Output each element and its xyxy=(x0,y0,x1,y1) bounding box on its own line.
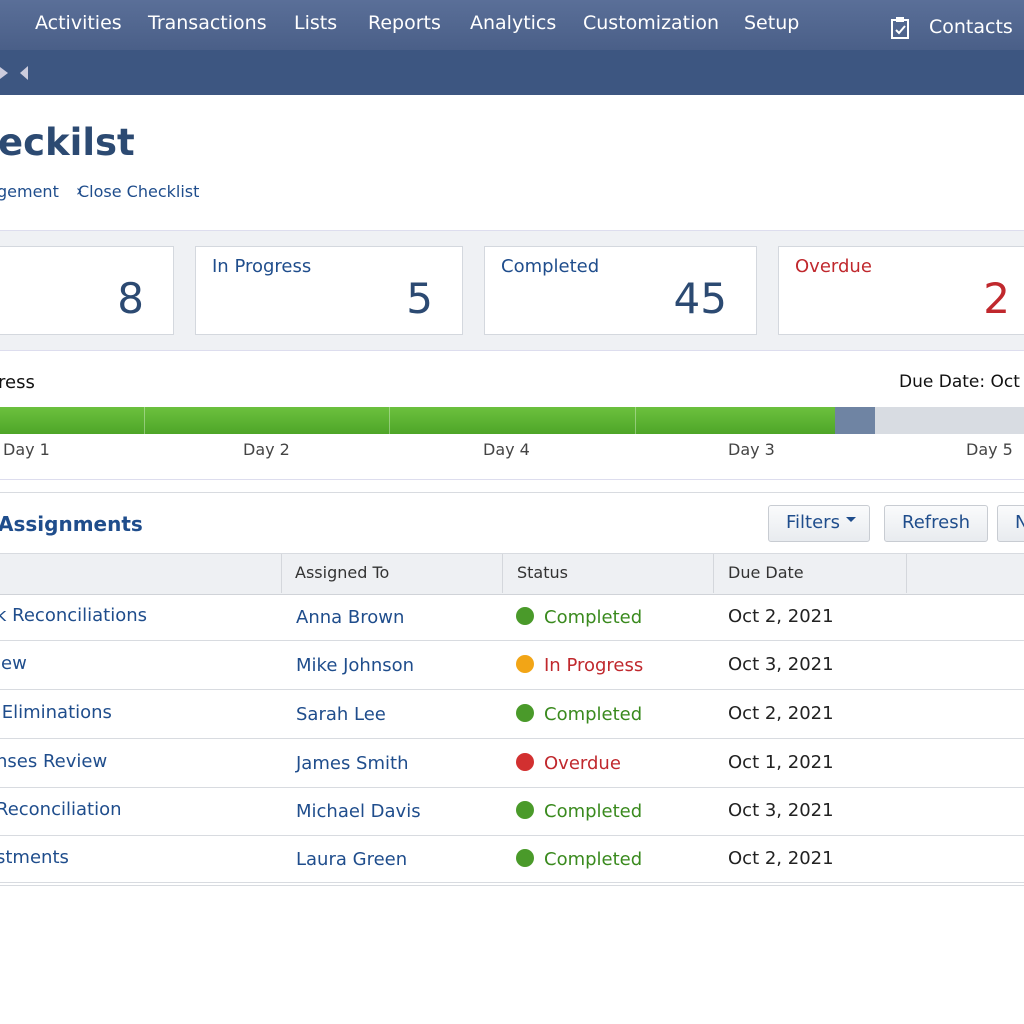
breadcrumb-sep: › xyxy=(76,181,83,200)
status-dot xyxy=(516,752,534,771)
progress-title: ress xyxy=(0,372,35,393)
contacts-icon xyxy=(891,17,909,39)
bar-divider xyxy=(144,407,145,434)
stat-value: 2 xyxy=(983,274,1010,323)
dropdown-caret xyxy=(846,517,856,522)
due-date: Oct 3, 2021 xyxy=(728,653,834,675)
status-dot xyxy=(516,801,534,819)
day-label: Day 5 xyxy=(966,440,1013,459)
stat-card xyxy=(484,246,757,335)
nav-item[interactable]: Transactions xyxy=(148,12,267,34)
progress-due: Due Date: Oct 5 xyxy=(899,372,1024,392)
assignee[interactable]: Anna Brown xyxy=(296,606,405,628)
row-border xyxy=(0,787,1024,788)
nav-item[interactable]: Activities xyxy=(35,12,122,34)
stat-label: Completed xyxy=(501,256,600,277)
stat-value: 5 xyxy=(406,274,433,323)
status-dot xyxy=(516,848,534,867)
row-border xyxy=(0,882,1024,883)
progress-current xyxy=(835,407,875,434)
status-dot xyxy=(516,606,534,625)
status: Completed xyxy=(544,606,643,628)
status: Completed xyxy=(544,848,643,870)
due-date: Oct 3, 2021 xyxy=(728,800,834,821)
task-name[interactable]: k Reconciliations xyxy=(0,604,148,626)
assignee[interactable]: Sarah Lee xyxy=(296,703,386,725)
nav-item[interactable]: Setup xyxy=(744,12,800,34)
stat-value: 8 xyxy=(117,274,144,323)
column-divider xyxy=(906,554,907,593)
button-label[interactable]: Refresh xyxy=(902,512,970,533)
nav-bar xyxy=(0,0,1024,50)
status: Completed xyxy=(544,801,643,822)
stat-label: In Progress xyxy=(212,256,312,277)
row-border xyxy=(0,738,1024,739)
button-label[interactable]: N xyxy=(1015,512,1024,533)
stat-label: Overdue xyxy=(795,256,872,277)
column-divider xyxy=(713,554,714,593)
button-label[interactable]: Filters xyxy=(786,512,840,533)
day-label: Day 4 xyxy=(483,440,530,459)
row-border xyxy=(0,689,1024,690)
section-title: Assignments xyxy=(0,512,143,536)
toolbar-button[interactable] xyxy=(768,505,870,542)
bar-divider xyxy=(635,407,636,434)
due-date: Oct 2, 2021 xyxy=(728,605,834,627)
column-header: Due Date xyxy=(728,563,804,582)
due-date: Oct 2, 2021 xyxy=(728,847,834,869)
column-header: Status xyxy=(517,563,568,582)
bar-divider xyxy=(389,407,390,434)
assignee[interactable]: Michael Davis xyxy=(296,801,421,822)
sub-bar xyxy=(0,50,1024,95)
nav-contacts[interactable]: Contacts xyxy=(929,16,1013,38)
task-name[interactable]: Eliminations xyxy=(0,701,112,723)
toolbar-button[interactable] xyxy=(997,505,1024,542)
stat-card xyxy=(0,246,174,335)
stat-card xyxy=(195,246,463,335)
breadcrumb-current: Close Checklist xyxy=(78,182,200,201)
task-name[interactable]: stments xyxy=(0,846,69,868)
assignee[interactable]: James Smith xyxy=(296,752,409,774)
due-date: Oct 1, 2021 xyxy=(728,751,834,773)
day-label: Day 1 xyxy=(3,440,50,459)
page-title: eckilst xyxy=(0,121,135,164)
status: In Progress xyxy=(544,654,644,676)
stat-card xyxy=(778,246,1024,335)
progress-bar xyxy=(0,407,1024,434)
task-name[interactable]: Reconciliation xyxy=(0,799,122,820)
task-name[interactable]: iew xyxy=(0,652,27,674)
assignee[interactable]: Laura Green xyxy=(296,848,408,870)
row-border xyxy=(0,835,1024,836)
nav-item[interactable]: Reports xyxy=(368,12,441,34)
status-dot xyxy=(516,654,534,673)
table-header xyxy=(0,553,1024,595)
nav-item[interactable]: Lists xyxy=(294,12,338,34)
stat-value: 45 xyxy=(673,274,727,323)
progress-done xyxy=(0,407,835,434)
status: Completed xyxy=(544,703,643,725)
breadcrumb-link[interactable]: gement xyxy=(0,182,59,201)
assignee[interactable]: Mike Johnson xyxy=(296,654,415,676)
row-border xyxy=(0,640,1024,641)
column-divider xyxy=(281,554,282,593)
nav-arrows[interactable] xyxy=(0,62,34,84)
status: Overdue xyxy=(544,752,621,774)
nav-item[interactable]: Customization xyxy=(583,12,720,34)
due-date: Oct 2, 2021 xyxy=(728,702,834,724)
status-dot xyxy=(516,703,534,722)
column-header: Assigned To xyxy=(295,563,390,582)
toolbar-button[interactable] xyxy=(884,505,988,542)
nav-item[interactable]: Analytics xyxy=(470,12,557,34)
task-name[interactable]: nses Review xyxy=(0,750,108,772)
day-label: Day 3 xyxy=(728,440,775,459)
day-label: Day 2 xyxy=(243,440,290,459)
column-divider xyxy=(502,554,503,593)
